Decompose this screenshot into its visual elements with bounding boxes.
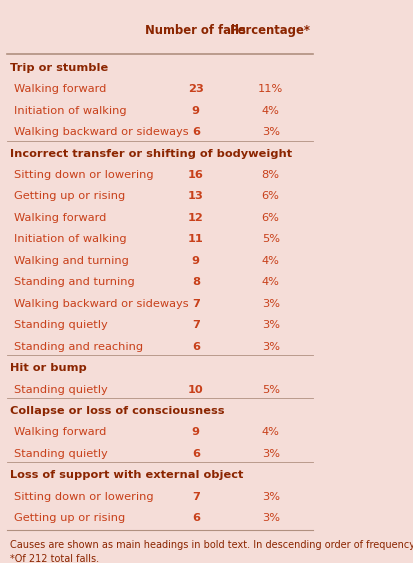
Text: 3%: 3% <box>262 127 280 137</box>
Text: 3%: 3% <box>262 320 280 330</box>
Text: Walking forward: Walking forward <box>14 84 106 94</box>
Text: 5%: 5% <box>262 385 280 395</box>
Text: Percentage*: Percentage* <box>230 24 311 37</box>
Text: 3%: 3% <box>262 449 280 459</box>
Text: Walking backward or sideways: Walking backward or sideways <box>14 299 188 309</box>
Text: 23: 23 <box>188 84 204 94</box>
Text: 6: 6 <box>192 127 200 137</box>
Text: 13: 13 <box>188 191 204 202</box>
Text: Incorrect transfer or shifting of bodyweight while: Incorrect transfer or shifting of bodywe… <box>10 149 330 159</box>
Text: Getting up or rising: Getting up or rising <box>14 191 125 202</box>
Text: 6: 6 <box>192 342 200 352</box>
Text: Trip or stumble: Trip or stumble <box>10 63 109 73</box>
Text: *Of 212 total falls.: *Of 212 total falls. <box>10 555 100 563</box>
Text: Initiation of walking: Initiation of walking <box>14 234 126 244</box>
Text: Loss of support with external object while: Loss of support with external object whi… <box>10 470 282 480</box>
Text: 4%: 4% <box>262 278 280 287</box>
Text: Initiation of walking: Initiation of walking <box>14 106 126 116</box>
Text: 3%: 3% <box>262 491 280 502</box>
Text: Standing quietly: Standing quietly <box>14 449 107 459</box>
Text: 6: 6 <box>192 513 200 523</box>
Text: 6%: 6% <box>262 213 280 223</box>
Text: Walking and turning: Walking and turning <box>14 256 128 266</box>
Text: 4%: 4% <box>262 106 280 116</box>
Text: 8%: 8% <box>262 170 280 180</box>
Text: Collapse or loss of consciousness while: Collapse or loss of consciousness while <box>10 406 263 416</box>
Text: 7: 7 <box>192 299 200 309</box>
Text: Standing quietly: Standing quietly <box>14 385 107 395</box>
Text: 4%: 4% <box>262 427 280 437</box>
Text: 9: 9 <box>192 256 200 266</box>
Text: 10: 10 <box>188 385 204 395</box>
Text: Getting up or rising: Getting up or rising <box>14 513 125 523</box>
Text: Hit or bump: Hit or bump <box>10 363 87 373</box>
Text: 6%: 6% <box>262 191 280 202</box>
Text: Sitting down or lowering: Sitting down or lowering <box>14 170 153 180</box>
Text: 7: 7 <box>192 491 200 502</box>
Text: 11: 11 <box>188 234 204 244</box>
Text: Walking backward or sideways: Walking backward or sideways <box>14 127 188 137</box>
Text: Loss of support with external object: Loss of support with external object <box>10 470 244 480</box>
Text: 12: 12 <box>188 213 204 223</box>
Text: Collapse or loss of consciousness: Collapse or loss of consciousness <box>10 406 225 416</box>
Text: Trip or stumble: Trip or stumble <box>10 63 109 73</box>
Text: Standing and turning: Standing and turning <box>14 278 134 287</box>
Text: 3%: 3% <box>262 513 280 523</box>
Text: Collapse or loss of consciousness: Collapse or loss of consciousness <box>10 406 225 416</box>
Text: Walking forward: Walking forward <box>14 213 106 223</box>
Text: Standing and reaching: Standing and reaching <box>14 342 142 352</box>
Text: 8: 8 <box>192 278 200 287</box>
Text: Loss of support with external object: Loss of support with external object <box>10 470 244 480</box>
Text: 11%: 11% <box>258 84 283 94</box>
Text: Incorrect transfer or shifting of bodyweight: Incorrect transfer or shifting of bodywe… <box>10 149 292 159</box>
Text: 6: 6 <box>192 449 200 459</box>
Text: 9: 9 <box>192 427 200 437</box>
Text: Incorrect transfer or shifting of bodyweight: Incorrect transfer or shifting of bodywe… <box>10 149 292 159</box>
Text: 7: 7 <box>192 320 200 330</box>
Text: 16: 16 <box>188 170 204 180</box>
Text: 3%: 3% <box>262 299 280 309</box>
Text: Trip or stumble while: Trip or stumble while <box>10 63 146 73</box>
Text: Walking forward: Walking forward <box>14 427 106 437</box>
Text: Standing quietly: Standing quietly <box>14 320 107 330</box>
Text: 4%: 4% <box>262 256 280 266</box>
Text: 9: 9 <box>192 106 200 116</box>
Text: 3%: 3% <box>262 342 280 352</box>
Text: Hit or bump while: Hit or bump while <box>10 363 125 373</box>
Text: Causes are shown as main headings in bold text. In descending order of frequency: Causes are shown as main headings in bol… <box>10 540 413 549</box>
Text: Hit or bump: Hit or bump <box>10 363 87 373</box>
Text: 5%: 5% <box>262 234 280 244</box>
Text: Number of falls: Number of falls <box>145 24 246 37</box>
Text: Sitting down or lowering: Sitting down or lowering <box>14 491 153 502</box>
